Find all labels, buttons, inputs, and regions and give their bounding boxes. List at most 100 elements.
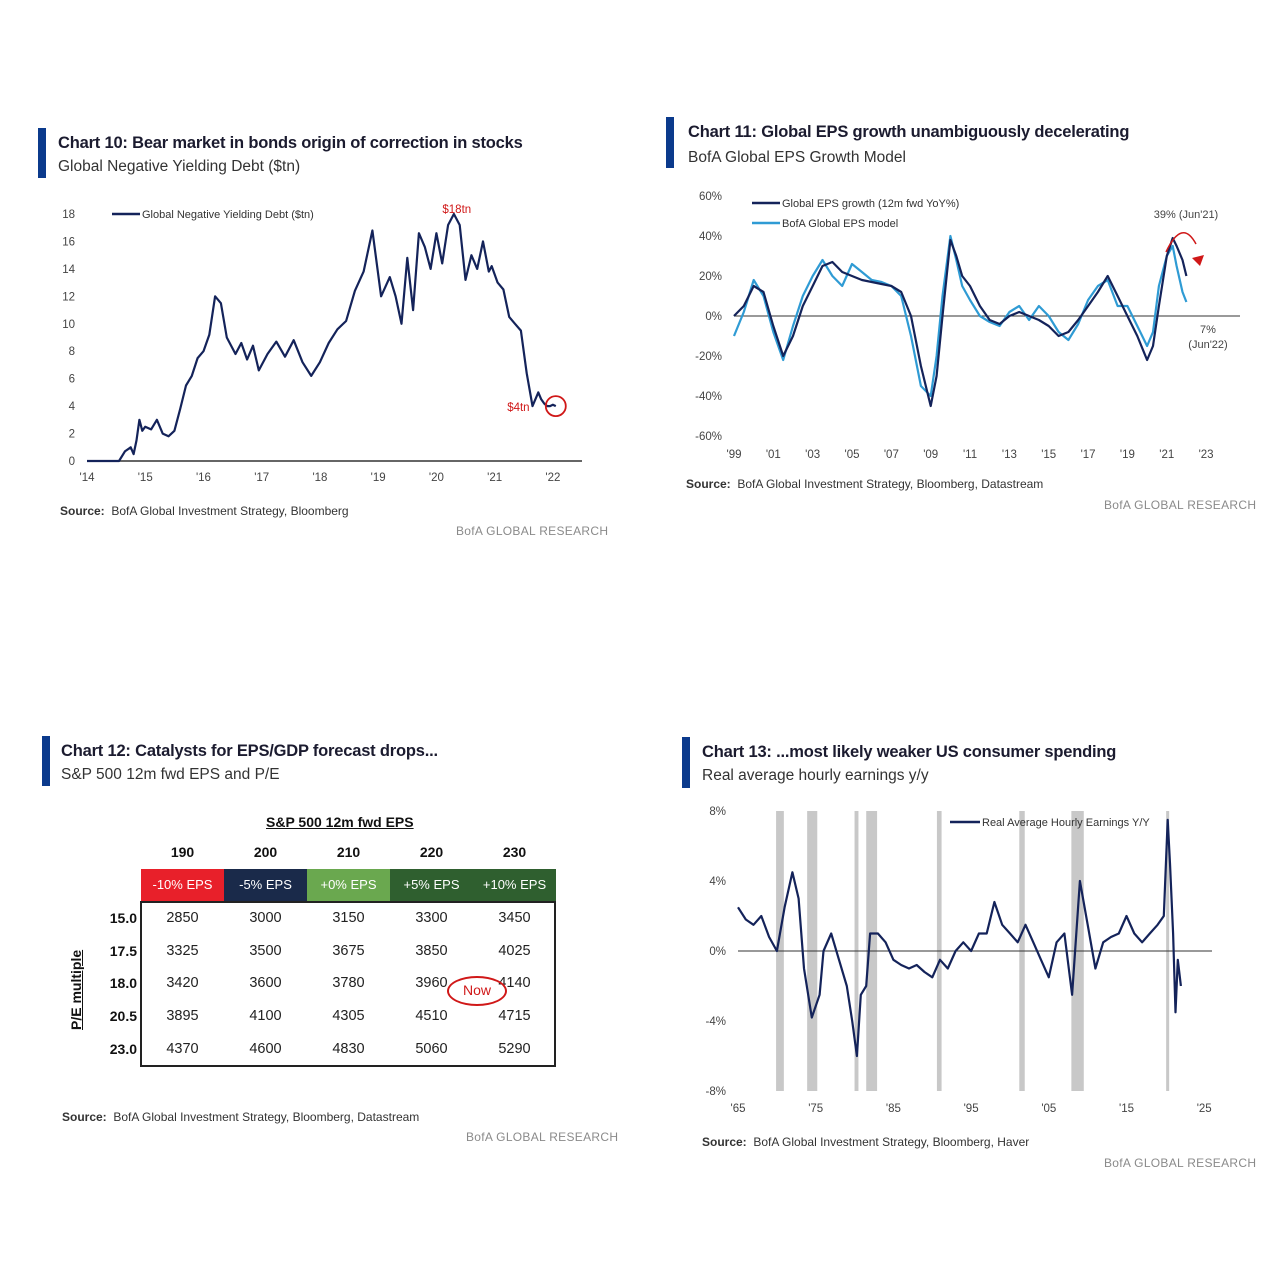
eps-change-header: -10% EPS (141, 869, 224, 901)
eps-change-header: +5% EPS (390, 869, 473, 901)
chart-11-panel: Chart 11: Global EPS growth unambiguousl… (666, 117, 1256, 177)
eps-table-cell: 5290 (498, 1041, 531, 1057)
eps-table-cell: 3150 (332, 910, 365, 926)
chart-13-y-tick: -8% (706, 1086, 726, 1098)
eps-table-cell: 3960 (415, 975, 448, 991)
eps-table-cell: 3000 (249, 910, 282, 926)
chart-12-source-label: Source: (62, 1110, 107, 1124)
chart-13-accent-bar (682, 737, 690, 788)
chart-10-x-tick: '16 (196, 472, 211, 484)
chart-10-y-tick: 2 (69, 429, 75, 441)
chart-13-x-tick: '85 (886, 1103, 901, 1115)
chart-13-y-tick: 0% (709, 946, 726, 958)
eps-table-cell: 5060 (415, 1041, 448, 1057)
chart-13-legend-label: Real Average Hourly Earnings Y/Y (982, 817, 1150, 829)
chart-11-subtitle: BofA Global EPS Growth Model (688, 149, 906, 166)
chart-10-source-text: BofA Global Investment Strategy, Bloombe… (111, 504, 349, 518)
eps-column-value: 220 (419, 844, 444, 860)
chart-11-y-tick: -20% (695, 351, 722, 363)
chart-10-brand: BofA GLOBAL RESEARCH (456, 524, 609, 538)
chart-11-y-tick: -40% (695, 391, 722, 403)
chart-11-y-tick: -60% (695, 431, 722, 443)
chart-10-panel: Chart 10: Bear market in bonds origin of… (38, 128, 608, 548)
chart-10-accent-bar (38, 128, 46, 178)
eps-table-cell: 4370 (166, 1041, 199, 1057)
now-marker (447, 976, 507, 1006)
eps-table-cell: 4305 (332, 1008, 365, 1024)
chart-11-accent-bar (666, 117, 674, 168)
chart-10-trough-circle (544, 395, 567, 418)
chart-11-x-tick: '19 (1120, 449, 1135, 461)
chart-11-x-tick: '21 (1159, 449, 1174, 461)
chart-11-y-tick: 40% (699, 231, 722, 243)
chart-10-annotation-peak: $18tn (442, 204, 471, 216)
chart-12-brand: BofA GLOBAL RESEARCH (466, 1130, 619, 1144)
eps-column-value: 190 (170, 844, 195, 860)
chart-10-x-tick: '14 (80, 472, 96, 484)
eps-table-cell: 4025 (498, 943, 531, 959)
pe-row-header: 23.0 (109, 1041, 137, 1057)
chart-11-x-tick: '07 (884, 449, 899, 461)
eps-table-title: S&P 500 12m fwd EPS (266, 814, 414, 830)
chart-10-y-tick: 0 (69, 456, 75, 468)
chart-13-x-tick: '15 (1119, 1103, 1134, 1115)
eps-table-cell: 4600 (249, 1041, 282, 1057)
eps-change-header: +10% EPS (473, 869, 556, 901)
eps-table-cell: 4140 (498, 975, 531, 991)
chart-10-x-tick: '17 (254, 472, 269, 484)
chart-11-series-line-0 (733, 236, 1188, 408)
chart-11-x-tick: '05 (845, 449, 860, 461)
chart-11-y-tick: 20% (699, 271, 722, 283)
eps-table-cell: 3450 (498, 910, 531, 926)
chart-10-y-tick: 12 (62, 291, 75, 303)
eps-table-cell: 3500 (249, 943, 282, 959)
eps-table-cell: 3325 (166, 943, 199, 959)
chart-10-y-tick: 18 (62, 209, 75, 221)
chart-10-y-tick: 14 (62, 264, 75, 276)
chart-13-source-text: BofA Global Investment Strategy, Bloombe… (753, 1135, 1030, 1149)
chart-10-x-tick: '15 (138, 472, 153, 484)
chart-12-accent-bar (42, 736, 50, 786)
pe-row-header: 18.0 (109, 975, 137, 991)
chart-11-x-tick: '17 (1081, 449, 1096, 461)
eps-table-cell: 3300 (415, 910, 448, 926)
chart-13-subtitle: Real average hourly earnings y/y (702, 767, 929, 784)
eps-table-cell: 4830 (332, 1041, 365, 1057)
chart-11-source-label: Source: (686, 477, 731, 491)
chart-13-x-tick: '05 (1041, 1103, 1056, 1115)
eps-table-cell: 3600 (249, 975, 282, 991)
eps-table-cell: 4510 (415, 1008, 448, 1024)
pe-multiple-label: P/E multiple (68, 949, 84, 1030)
eps-change-header: -5% EPS (224, 869, 307, 901)
eps-table-cell: 3895 (166, 1008, 199, 1024)
chart-13-x-tick: '65 (731, 1103, 746, 1115)
chart-12-source: Source: BofA Global Investment Strategy,… (62, 1110, 419, 1124)
chart-11-legend-label: Global EPS growth (12m fwd YoY%) (782, 198, 959, 210)
eps-table-cell: 4715 (498, 1008, 531, 1024)
chart-11-brand: BofA GLOBAL RESEARCH (1104, 498, 1257, 512)
chart-10-subtitle: Global Negative Yielding Debt ($tn) (58, 158, 301, 175)
chart-10-y-tick: 4 (69, 401, 76, 413)
chart-13-x-tick: '25 (1197, 1103, 1212, 1115)
pe-row-header: 17.5 (109, 943, 137, 959)
chart-10-y-tick: 10 (62, 319, 75, 331)
chart-10-x-tick: '21 (487, 472, 502, 484)
chart-11-legend-label: BofA Global EPS model (782, 218, 898, 230)
chart-13-panel: Chart 13: ...most likely weaker US consu… (682, 737, 1252, 797)
chart-11-x-tick: '09 (923, 449, 938, 461)
chart-13-y-tick: 4% (709, 876, 726, 888)
chart-11-x-tick: '15 (1041, 449, 1056, 461)
chart-10-y-tick: 16 (62, 236, 75, 248)
chart-10-x-tick: '18 (312, 472, 327, 484)
chart-13-source: Source: BofA Global Investment Strategy,… (702, 1135, 1029, 1149)
chart-10-x-tick: '20 (429, 472, 444, 484)
eps-table-grid (140, 901, 556, 1067)
chart-10-title: Chart 10: Bear market in bonds origin of… (58, 134, 523, 152)
chart-10-y-tick: 8 (69, 346, 75, 358)
eps-table-cell: 3420 (166, 975, 199, 991)
chart-11-y-tick: 60% (699, 191, 722, 203)
chart-13-y-tick: 8% (709, 806, 726, 818)
chart-11-annotation-peak: 39% (Jun'21) (1154, 209, 1218, 221)
pe-row-header: 20.5 (109, 1008, 137, 1024)
